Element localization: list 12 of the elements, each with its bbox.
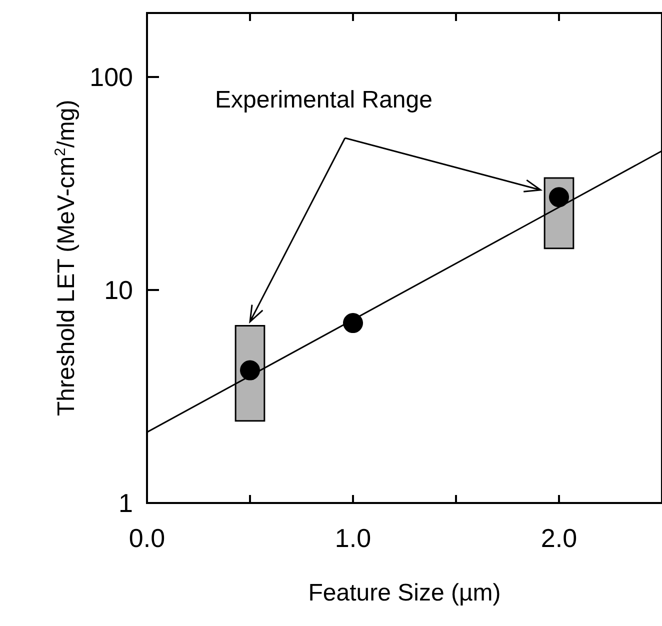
x-tick-label: 1.0 [334,523,372,553]
y-tick-label: 1 [118,488,133,518]
y-tick-label: 100 [90,62,133,92]
y-tick-label: 10 [104,275,133,306]
point [343,313,363,334]
x-axis-title: Feature Size (µm) [308,580,501,606]
x-tick-label: 0.0 [128,523,166,553]
point [240,360,260,380]
annotation: Experimental Range [215,86,432,114]
y-axis-title: Threshold LET (MeV-cm2/mg) [52,100,80,416]
point [549,187,569,208]
x-tick-label: 2.0 [540,523,578,553]
